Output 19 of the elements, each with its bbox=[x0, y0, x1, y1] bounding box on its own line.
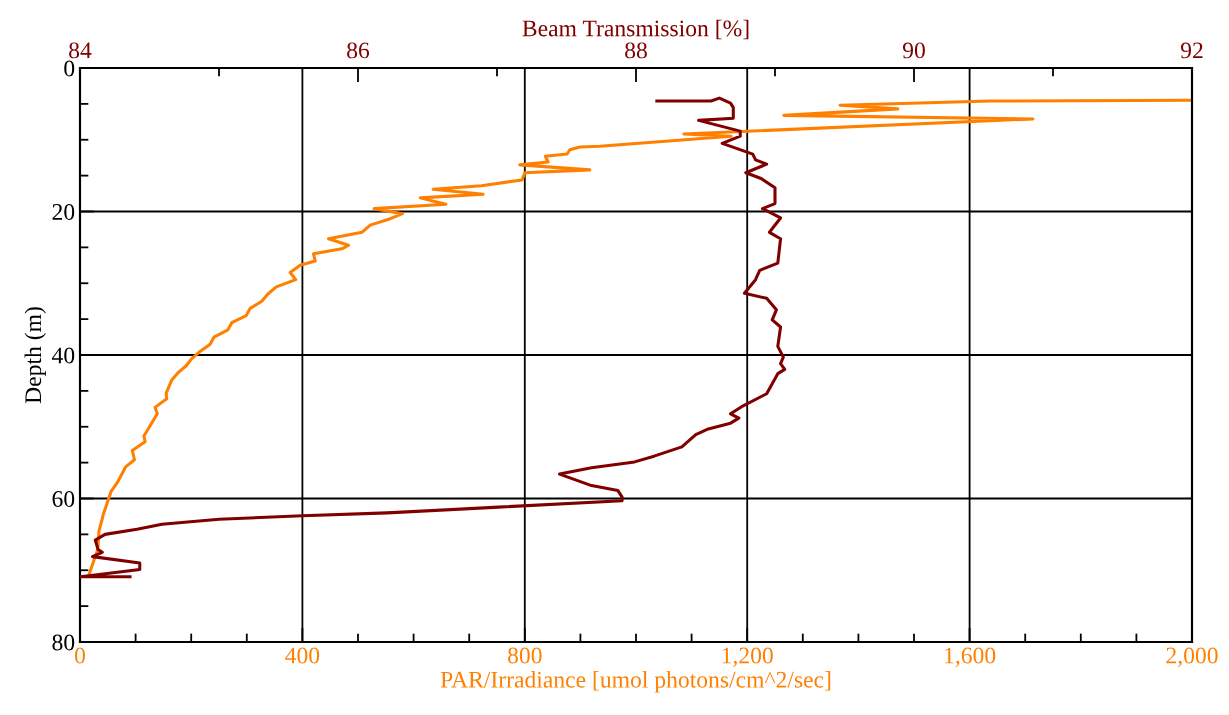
line-series bbox=[87, 98, 1192, 577]
y-tick-label: 20 bbox=[52, 203, 75, 220]
x2-axis-title: Beam Transmission [%] bbox=[522, 19, 749, 40]
x-tick-label: 2,000 bbox=[1166, 647, 1218, 667]
x2-tick-label: 84 bbox=[69, 42, 92, 59]
y-tick-label: 80 bbox=[52, 634, 75, 651]
x2-tick-label: 92 bbox=[1180, 42, 1203, 59]
y-tick-label: 60 bbox=[52, 490, 75, 507]
x-tick-label: 1,600 bbox=[945, 647, 996, 667]
x-tick-label: 1,200 bbox=[722, 647, 773, 667]
x-tick-label: 800 bbox=[507, 647, 542, 664]
x-axis-title: PAR/Irradiance [umol photons/cm^2/sec] bbox=[440, 671, 831, 693]
x-tick-label: 400 bbox=[285, 647, 320, 664]
x2-tick-label: 90 bbox=[902, 42, 925, 59]
y-axis-title: Depth (m) bbox=[24, 307, 46, 404]
x2-tick-label: 88 bbox=[625, 42, 647, 59]
x2-tick-label: 86 bbox=[347, 42, 370, 59]
y-tick-label: 0 bbox=[64, 60, 75, 77]
y-tick-label: 40 bbox=[51, 347, 75, 364]
